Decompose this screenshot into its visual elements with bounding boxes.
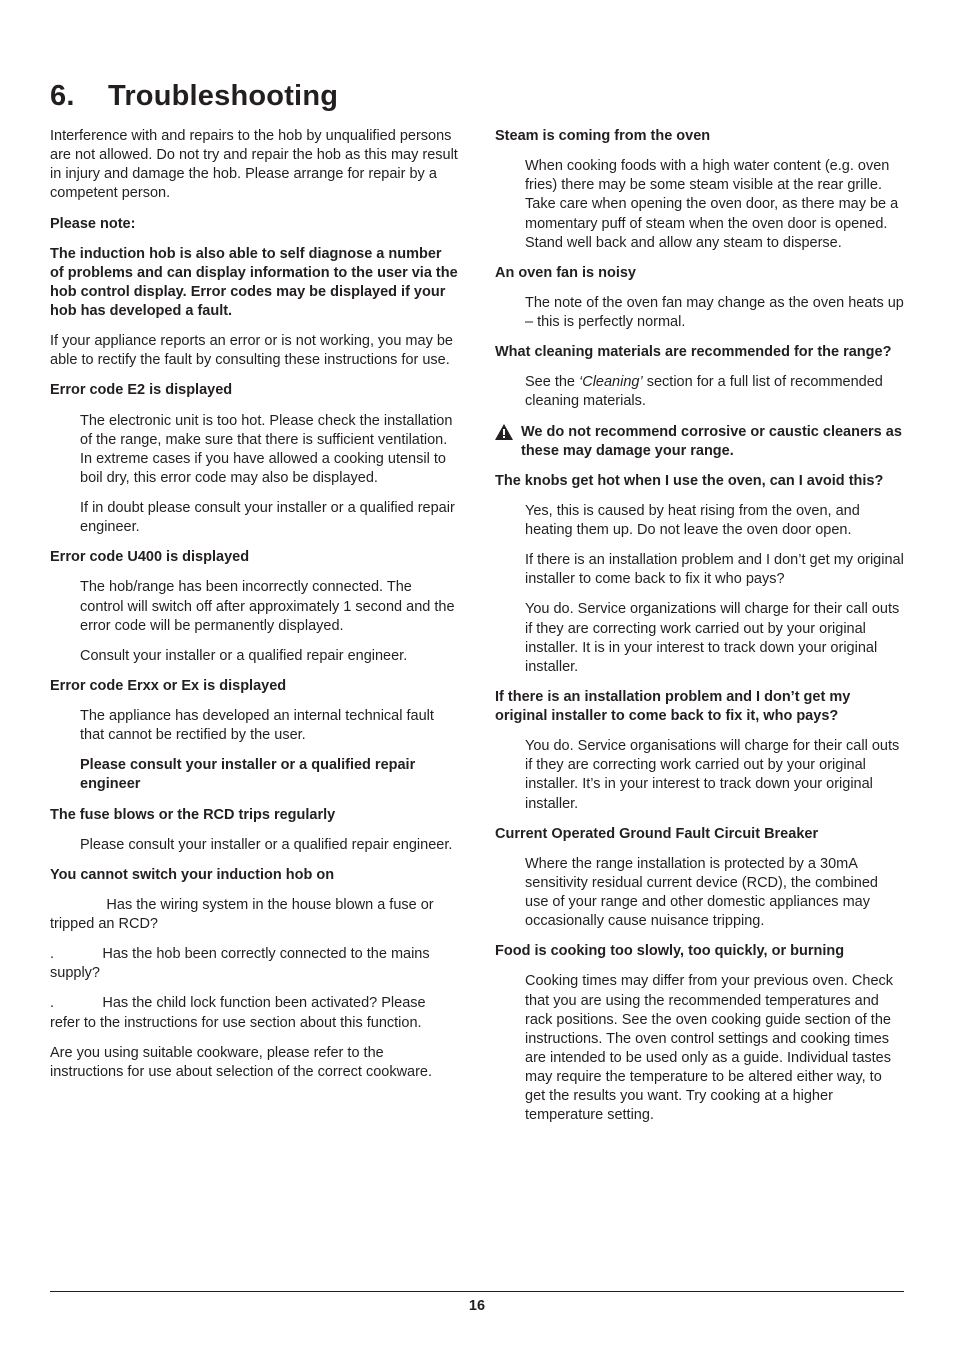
fan-heading: An oven fan is noisy [495,264,904,283]
steam-body: When cooking foods with a high water con… [495,157,904,253]
steam-heading: Steam is coming from the oven [495,127,904,146]
warning-text: We do not recommend corrosive or caustic… [521,423,904,461]
cleaning-p: See the ‘Cleaning’ section for a full li… [525,373,904,411]
install-block: If there is an installation problem and … [495,688,904,814]
error-erxx-p1: The appliance has developed an internal … [80,707,459,745]
error-e2-p2: If in doubt please consult your installe… [80,499,459,537]
error-e2-block: Error code E2 is displayed The electroni… [50,381,459,537]
food-p: Cooking times may differ from your previ… [525,972,904,1125]
knobs-body: Yes, this is caused by heat rising from … [495,502,904,677]
error-e2-p1: The electronic unit is too hot. Please c… [80,412,459,489]
rcd-p: Where the range installation is protecte… [525,855,904,932]
cookware-question: Are you using suitable cookware, please … [50,1044,459,1082]
error-u400-body: The hob/range has been incorrectly conne… [50,578,459,666]
fuse-body: Please consult your installer or a quali… [50,836,459,855]
steam-p: When cooking foods with a high water con… [525,157,904,253]
install-body: You do. Service organisations will charg… [495,737,904,814]
steam-block: Steam is coming from the oven When cooki… [495,127,904,253]
error-erxx-heading: Error code Erxx or Ex is displayed [50,677,459,696]
wiring-question: Has the wiring system in the house blown… [50,896,459,934]
section-heading: 6.Troubleshooting [50,80,904,113]
install-p: You do. Service organisations will charg… [525,737,904,814]
food-block: Food is cooking too slowly, too quickly,… [495,942,904,1125]
knobs-p3: You do. Service organizations will charg… [525,600,904,677]
page-number: 16 [0,1298,954,1314]
fuse-heading: The fuse blows or the RCD trips regularl… [50,806,459,825]
rcd-heading: Current Operated Ground Fault Circuit Br… [495,825,904,844]
body-columns: Interference with and repairs to the hob… [50,127,904,1125]
error-u400-p2: Consult your installer or a qualified re… [80,647,459,666]
cleaning-body: See the ‘Cleaning’ section for a full li… [495,373,904,411]
warning-row: We do not recommend corrosive or caustic… [495,423,904,461]
cannot-switch-heading: You cannot switch your induction hob on [50,866,459,885]
fan-p: The note of the oven fan may change as t… [525,294,904,332]
fuse-p: Please consult your installer or a quali… [80,836,459,855]
error-erxx-body: The appliance has developed an internal … [50,707,459,795]
error-erxx-p2: Please consult your installer or a quali… [80,756,459,794]
knobs-block: The knobs get hot when I use the oven, c… [495,472,904,677]
error-u400-p1: The hob/range has been incorrectly conne… [80,578,459,635]
section-number: 6. [50,80,108,113]
mains-question: . Has the hob been correctly connected t… [50,945,459,983]
cleaning-heading: What cleaning materials are recommended … [495,343,904,362]
warning-icon [495,424,513,446]
fan-body: The note of the oven fan may change as t… [495,294,904,332]
childlock-question: . Has the child lock function been activ… [50,994,459,1032]
self-diagnose-paragraph: The induction hob is also able to self d… [50,245,459,322]
error-erxx-block: Error code Erxx or Ex is displayed The a… [50,677,459,795]
footer-rule [50,1291,904,1292]
knobs-heading: The knobs get hot when I use the oven, c… [495,472,904,491]
fuse-block: The fuse blows or the RCD trips regularl… [50,806,459,855]
knobs-p1: Yes, this is caused by heat rising from … [525,502,904,540]
fan-block: An oven fan is noisy The note of the ove… [495,264,904,332]
error-u400-heading: Error code U400 is displayed [50,548,459,567]
please-note-heading: Please note: [50,215,459,234]
knobs-p2: If there is an installation problem and … [525,551,904,589]
rcd-body: Where the range installation is protecte… [495,855,904,932]
cannot-switch-block: You cannot switch your induction hob on … [50,866,459,1082]
rcd-block: Current Operated Ground Fault Circuit Br… [495,825,904,932]
intro-paragraph: Interference with and repairs to the hob… [50,127,459,204]
section-title: Troubleshooting [108,80,338,112]
install-heading: If there is an installation problem and … [495,688,904,726]
food-body: Cooking times may differ from your previ… [495,972,904,1125]
error-e2-body: The electronic unit is too hot. Please c… [50,412,459,538]
food-heading: Food is cooking too slowly, too quickly,… [495,942,904,961]
manual-page: 6.Troubleshooting Interference with and … [0,0,954,1350]
if-error-paragraph: If your appliance reports an error or is… [50,332,459,370]
cleaning-block: What cleaning materials are recommended … [495,343,904,461]
error-e2-heading: Error code E2 is displayed [50,381,459,400]
error-u400-block: Error code U400 is displayed The hob/ran… [50,548,459,666]
cleaning-italic: ‘Cleaning’ [579,374,643,390]
cleaning-pre: See the [525,374,579,390]
